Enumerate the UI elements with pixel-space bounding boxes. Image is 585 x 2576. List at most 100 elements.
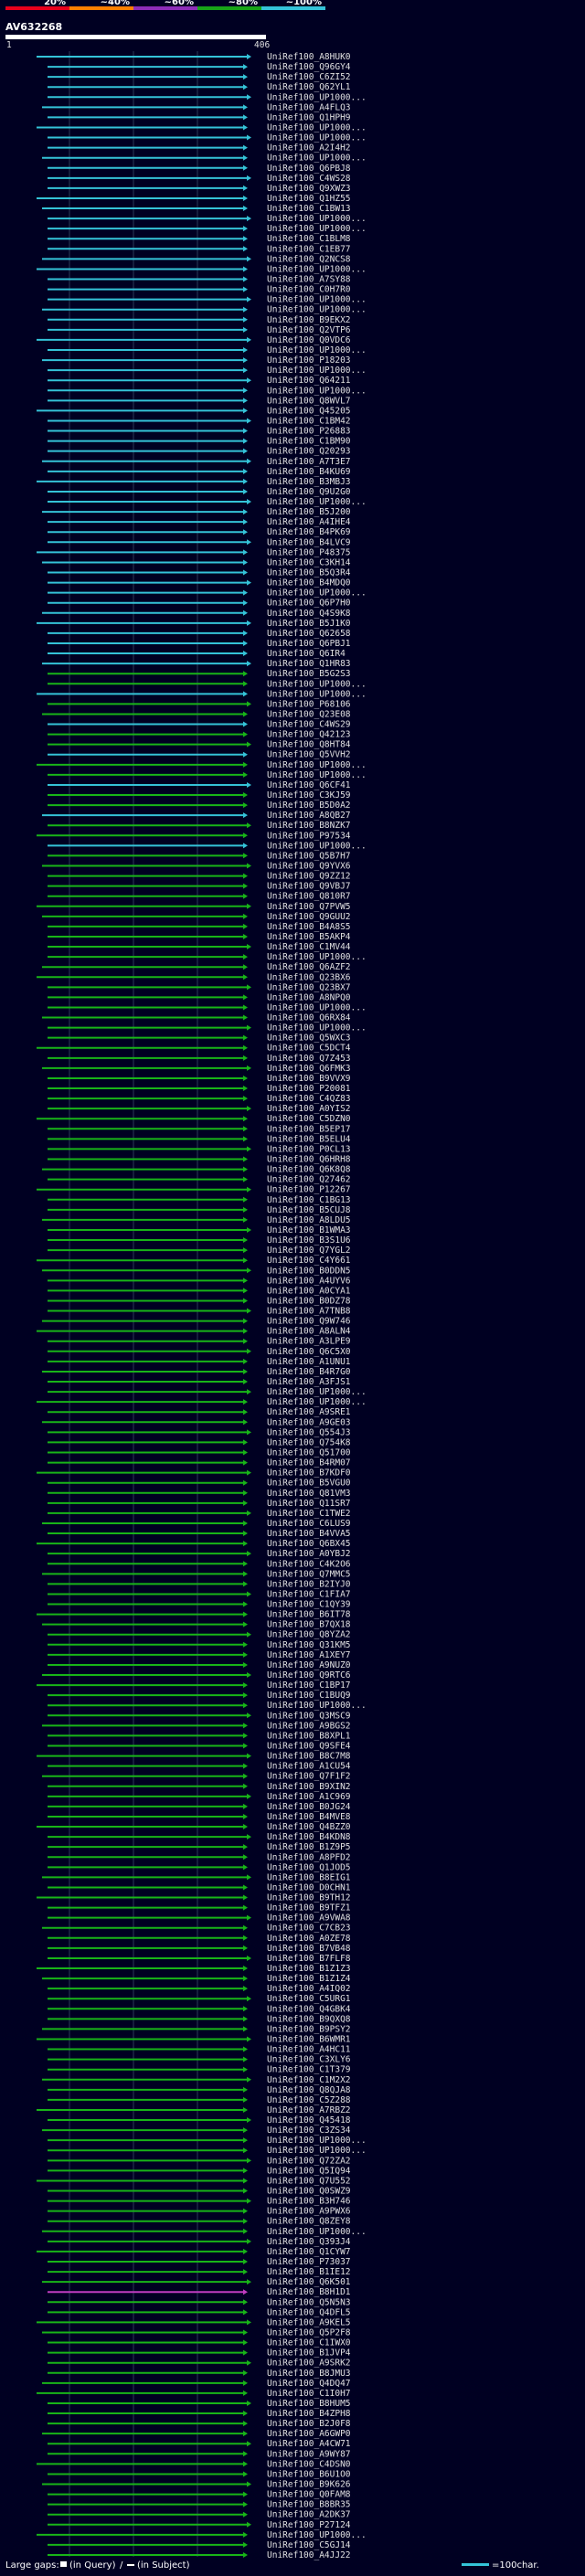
hit-label[interactable]: UniRef100_B1Z1Z4 xyxy=(267,1974,351,1984)
hit-label[interactable]: UniRef100_B4MDQ0 xyxy=(267,578,351,588)
hit-label[interactable]: UniRef100_C1BP17 xyxy=(267,1680,351,1691)
hit-label[interactable]: UniRef100_C5Z288 xyxy=(267,2095,351,2105)
hit-label[interactable]: UniRef100_Q5P2F8 xyxy=(267,2327,351,2337)
hit-label[interactable]: UniRef100_B4KDN8 xyxy=(267,1832,351,1842)
hit-label[interactable]: UniRef100_P73037 xyxy=(267,2257,351,2267)
hit-label[interactable]: UniRef100_B6WMR1 xyxy=(267,2034,351,2044)
hit-label[interactable]: UniRef100_UP1000... xyxy=(267,133,367,143)
hit-label[interactable]: UniRef100_B1JVP4 xyxy=(267,2348,351,2359)
hit-label[interactable]: UniRef100_Q6AZF2 xyxy=(267,962,351,972)
hit-label[interactable]: UniRef100_C1T379 xyxy=(267,2065,351,2075)
hit-label[interactable]: UniRef100_A8NPQ0 xyxy=(267,992,351,1002)
hit-label[interactable]: UniRef100_A3FJS1 xyxy=(267,1377,351,1387)
hit-label[interactable]: UniRef100_C1FIA7 xyxy=(267,1589,351,1599)
hit-label[interactable]: UniRef100_UP1000... xyxy=(267,952,367,962)
hit-label[interactable]: UniRef100_Q62YL1 xyxy=(267,82,351,92)
hit-label[interactable]: UniRef100_A9SRK2 xyxy=(267,2359,351,2369)
hit-label[interactable]: UniRef100_Q42123 xyxy=(267,730,351,740)
hit-label[interactable]: UniRef100_C1TWE2 xyxy=(267,1509,351,1519)
hit-label[interactable]: UniRef100_B9TH12 xyxy=(267,1893,351,1903)
hit-label[interactable]: UniRef100_UP1000... xyxy=(267,760,367,770)
hit-label[interactable]: UniRef100_A6GWP0 xyxy=(267,2429,351,2439)
hit-label[interactable]: UniRef100_Q6C5X0 xyxy=(267,1347,351,1357)
hit-label[interactable]: UniRef100_B9PSY2 xyxy=(267,2024,351,2034)
hit-label[interactable]: UniRef100_C4Y661 xyxy=(267,1256,351,1266)
hit-label[interactable]: UniRef100_Q5VVH2 xyxy=(267,750,351,760)
hit-label[interactable]: UniRef100_Q64211 xyxy=(267,376,351,386)
hit-label[interactable]: UniRef100_B0DZ78 xyxy=(267,1296,351,1306)
hit-label[interactable]: UniRef100_Q7YGL2 xyxy=(267,1246,351,1256)
hit-label[interactable]: UniRef100_B8JMU3 xyxy=(267,2369,351,2379)
hit-label[interactable]: UniRef100_P68106 xyxy=(267,699,351,709)
hit-label[interactable]: UniRef100_Q27462 xyxy=(267,1175,351,1185)
hit-label[interactable]: UniRef100_Q6P7H0 xyxy=(267,599,351,609)
hit-label[interactable]: UniRef100_C1QY39 xyxy=(267,1600,351,1610)
hit-label[interactable]: UniRef100_B5EP17 xyxy=(267,1124,351,1134)
hit-label[interactable]: UniRef100_B4MVE8 xyxy=(267,1812,351,1822)
hit-label[interactable]: UniRef100_Q1HZ55 xyxy=(267,194,351,204)
hit-label[interactable]: UniRef100_UP1000... xyxy=(267,214,367,224)
hit-label[interactable]: UniRef100_Q7F1F2 xyxy=(267,1772,351,1782)
hit-label[interactable]: UniRef100_A1C969 xyxy=(267,1792,351,1802)
hit-label[interactable]: UniRef100_C5URG1 xyxy=(267,1994,351,2004)
hit-label[interactable]: UniRef100_C1BW13 xyxy=(267,204,351,214)
hit-label[interactable]: UniRef100_Q7MMC5 xyxy=(267,1569,351,1579)
hit-label[interactable]: UniRef100_UP1000... xyxy=(267,122,367,133)
hit-label[interactable]: UniRef100_Q3MSC9 xyxy=(267,1711,351,1721)
hit-label[interactable]: UniRef100_B8BR35 xyxy=(267,2500,351,2510)
hit-label[interactable]: UniRef100_Q4GBK4 xyxy=(267,2004,351,2014)
hit-label[interactable]: UniRef100_P26883 xyxy=(267,427,351,437)
hit-label[interactable]: UniRef100_A9GE03 xyxy=(267,1417,351,1427)
hit-label[interactable]: UniRef100_Q7Z453 xyxy=(267,1054,351,1064)
hit-label[interactable]: UniRef100_Q23BX7 xyxy=(267,982,351,992)
hit-label[interactable]: UniRef100_A1UNU1 xyxy=(267,1357,351,1367)
hit-label[interactable]: UniRef100_Q4DFL5 xyxy=(267,2307,351,2317)
hit-label[interactable]: UniRef100_Q9YVX6 xyxy=(267,862,351,872)
hit-label[interactable]: UniRef100_C5DZN0 xyxy=(267,1114,351,1124)
hit-label[interactable]: UniRef100_A7RBZ2 xyxy=(267,2105,351,2115)
hit-label[interactable]: UniRef100_Q6RX84 xyxy=(267,1013,351,1023)
hit-label[interactable]: UniRef100_Q6K8Q8 xyxy=(267,1165,351,1175)
hit-label[interactable]: UniRef100_Q554J3 xyxy=(267,1427,351,1437)
hit-label[interactable]: UniRef100_Q31KM5 xyxy=(267,1640,351,1650)
hit-label[interactable]: UniRef100_A8PFD2 xyxy=(267,1852,351,1862)
hit-label[interactable]: UniRef100_A4CW71 xyxy=(267,2439,351,2449)
hit-label[interactable]: UniRef100_B0DDN5 xyxy=(267,1266,351,1276)
hit-label[interactable]: UniRef100_UP1000... xyxy=(267,224,367,234)
hit-label[interactable]: UniRef100_Q7PVW5 xyxy=(267,902,351,912)
hit-label[interactable]: UniRef100_A8HUK0 xyxy=(267,52,351,62)
hit-label[interactable]: UniRef100_C4K2O6 xyxy=(267,1559,351,1569)
hit-label[interactable]: UniRef100_Q2NCS8 xyxy=(267,254,351,264)
hit-label[interactable]: UniRef100_P18203 xyxy=(267,355,351,366)
hit-label[interactable]: UniRef100_B6IT78 xyxy=(267,1610,351,1620)
hit-label[interactable]: UniRef100_B2IYJ0 xyxy=(267,1579,351,1589)
hit-label[interactable]: UniRef100_B9VVX9 xyxy=(267,1074,351,1084)
hit-label[interactable]: UniRef100_B4PK69 xyxy=(267,527,351,537)
hit-label[interactable]: UniRef100_UP1000... xyxy=(267,679,367,689)
hit-label[interactable]: UniRef100_C4QZ83 xyxy=(267,1094,351,1104)
hit-label[interactable]: UniRef100_C1M2X2 xyxy=(267,2075,351,2085)
hit-label[interactable]: UniRef100_Q6IR4 xyxy=(267,649,346,659)
hit-label[interactable]: UniRef100_A7T3E7 xyxy=(267,457,351,467)
hit-label[interactable]: UniRef100_A2DK37 xyxy=(267,2510,351,2520)
hit-label[interactable]: UniRef100_Q1HPH9 xyxy=(267,112,351,122)
hit-label[interactable]: UniRef100_Q4BZZ0 xyxy=(267,1822,351,1832)
hit-label[interactable]: UniRef100_Q810R7 xyxy=(267,892,351,902)
hit-label[interactable]: UniRef100_B5J200 xyxy=(267,507,351,517)
hit-label[interactable]: UniRef100_C1BUQ9 xyxy=(267,1691,351,1701)
hit-label[interactable]: UniRef100_A0CYA1 xyxy=(267,1286,351,1296)
hit-label[interactable]: UniRef100_C5DCT4 xyxy=(267,1044,351,1054)
hit-label[interactable]: UniRef100_B4ZPH8 xyxy=(267,2409,351,2419)
hit-label[interactable]: UniRef100_A9VWA8 xyxy=(267,1913,351,1924)
hit-label[interactable]: UniRef100_A7SY88 xyxy=(267,275,351,285)
hit-label[interactable]: UniRef100_C1BG13 xyxy=(267,1195,351,1205)
hit-label[interactable]: UniRef100_B4KU69 xyxy=(267,467,351,477)
hit-label[interactable]: UniRef100_B2J0F8 xyxy=(267,2419,351,2429)
hit-label[interactable]: UniRef100_B9K626 xyxy=(267,2480,351,2490)
hit-label[interactable]: UniRef100_Q9GUU2 xyxy=(267,912,351,922)
hit-label[interactable]: UniRef100_UP1000... xyxy=(267,2530,367,2540)
hit-label[interactable]: UniRef100_B3S1U6 xyxy=(267,1235,351,1246)
hit-label[interactable]: UniRef100_UP1000... xyxy=(267,386,367,396)
hit-label[interactable]: UniRef100_B8HUM5 xyxy=(267,2399,351,2409)
hit-label[interactable]: UniRef100_B5D0A2 xyxy=(267,800,351,811)
